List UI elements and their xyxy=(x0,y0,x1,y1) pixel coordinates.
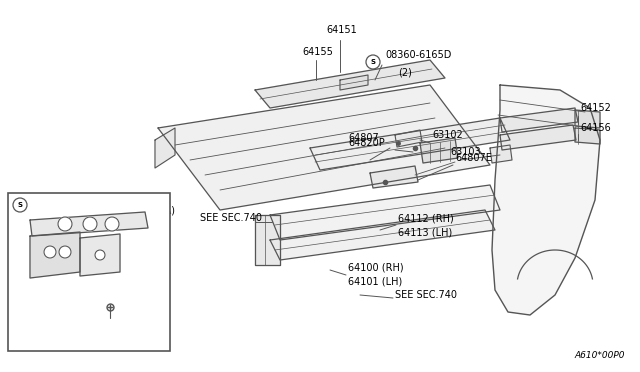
Circle shape xyxy=(59,246,71,258)
Text: 64101 (LH): 64101 (LH) xyxy=(348,277,403,287)
Text: 64820P: 64820P xyxy=(348,138,385,148)
Bar xyxy=(8,193,170,351)
Text: 64820(B): 64820(B) xyxy=(18,285,63,295)
Polygon shape xyxy=(575,128,600,144)
Polygon shape xyxy=(370,166,418,188)
Circle shape xyxy=(95,250,105,260)
Text: 63102: 63102 xyxy=(432,130,463,140)
Text: 64156: 64156 xyxy=(580,123,611,133)
Text: 64820(A): 64820(A) xyxy=(130,205,175,215)
Text: SEE SEC.740: SEE SEC.740 xyxy=(395,290,457,300)
Text: 64152: 64152 xyxy=(580,103,611,113)
Text: 08363-8165G: 08363-8165G xyxy=(30,195,96,205)
Text: 64151: 64151 xyxy=(326,25,356,35)
Polygon shape xyxy=(270,210,495,260)
Text: (5): (5) xyxy=(38,210,52,220)
Text: A610*00P0: A610*00P0 xyxy=(575,351,625,360)
Text: 08360-6165D: 08360-6165D xyxy=(385,50,451,60)
Text: 63103: 63103 xyxy=(450,147,481,157)
Polygon shape xyxy=(395,130,422,147)
Text: 64112 (RH): 64112 (RH) xyxy=(398,213,454,223)
Polygon shape xyxy=(30,212,148,236)
Text: (2): (2) xyxy=(398,67,412,77)
Text: S: S xyxy=(17,202,22,208)
Polygon shape xyxy=(158,85,490,210)
Text: SEE SEC.740: SEE SEC.740 xyxy=(200,213,262,223)
Polygon shape xyxy=(255,215,280,265)
Circle shape xyxy=(83,217,97,231)
Text: S: S xyxy=(371,59,376,65)
Text: 64807: 64807 xyxy=(348,133,379,143)
Polygon shape xyxy=(420,138,458,163)
Polygon shape xyxy=(255,60,445,108)
Circle shape xyxy=(44,246,56,258)
Circle shape xyxy=(105,217,119,231)
Polygon shape xyxy=(492,85,600,315)
Polygon shape xyxy=(30,232,80,278)
Polygon shape xyxy=(575,110,600,128)
Circle shape xyxy=(58,217,72,231)
Polygon shape xyxy=(340,75,368,90)
Polygon shape xyxy=(270,185,500,240)
Text: 64100 (RH): 64100 (RH) xyxy=(348,263,404,273)
Polygon shape xyxy=(500,108,578,132)
Polygon shape xyxy=(310,118,510,170)
Text: 64820E: 64820E xyxy=(118,301,155,311)
Text: 64807E: 64807E xyxy=(455,153,492,163)
Polygon shape xyxy=(500,125,576,150)
Text: 64113 (LH): 64113 (LH) xyxy=(398,227,452,237)
Polygon shape xyxy=(490,145,512,163)
Polygon shape xyxy=(155,128,175,168)
Text: 64155: 64155 xyxy=(302,47,333,57)
Polygon shape xyxy=(80,234,120,276)
